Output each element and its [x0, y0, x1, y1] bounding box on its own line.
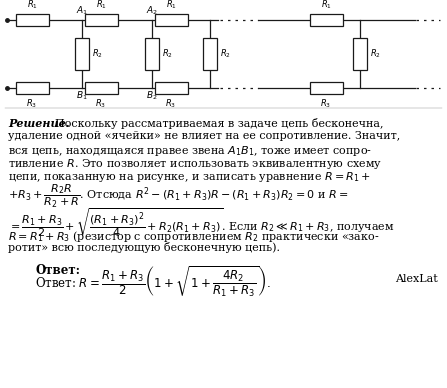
Text: $R_2$: $R_2$	[92, 48, 103, 60]
Text: ротит» всю последующую бесконечную цепь).: ротит» всю последующую бесконечную цепь)…	[8, 242, 280, 253]
Text: $R_2$: $R_2$	[162, 48, 173, 60]
Bar	[16, 82, 49, 94]
Text: $+ R_3 + \dfrac{R_2 R}{R_2 + R}$. Отсюда $R^2 - (R_1 + R_3)R - (R_1 + R_3)R_2 = : $+ R_3 + \dfrac{R_2 R}{R_2 + R}$. Отсюда…	[8, 183, 348, 210]
Text: $B_1$: $B_1$	[76, 90, 88, 102]
Text: $R_3$: $R_3$	[95, 97, 106, 109]
Text: $A_2$: $A_2$	[146, 5, 158, 17]
Bar	[310, 82, 343, 94]
Text: $R_1$: $R_1$	[96, 0, 106, 11]
Text: Поскольку рассматриваемая в задаче цепь бесконечна,: Поскольку рассматриваемая в задаче цепь …	[55, 118, 384, 129]
Text: Ответ:: Ответ:	[35, 264, 80, 277]
Text: $R_3$: $R_3$	[165, 97, 177, 109]
Bar	[75, 38, 89, 70]
Text: удаление одной «ячейки» не влияет на ее сопротивление. Значит,: удаление одной «ячейки» не влияет на ее …	[8, 131, 400, 141]
Text: цепи, показанную на рисунке, и записать уравнение $R = R_1+$: цепи, показанную на рисунке, и записать …	[8, 170, 371, 184]
Text: $R_3$: $R_3$	[26, 97, 38, 109]
Bar	[85, 82, 118, 94]
Text: AlexLat: AlexLat	[395, 274, 438, 284]
Text: $R_2$: $R_2$	[370, 48, 381, 60]
Bar	[155, 82, 188, 94]
Bar	[16, 14, 49, 26]
Text: $R_1$: $R_1$	[26, 0, 38, 11]
Text: тивление $R$. Это позволяет использовать эквивалентную схему: тивление $R$. Это позволяет использовать…	[8, 157, 382, 171]
Bar	[353, 38, 367, 70]
Text: $R = R_1 + R_3$ (резистор с сопротивлением $R_2$ практически «зако-: $R = R_1 + R_3$ (резистор с сопротивлени…	[8, 229, 380, 244]
Text: $R_2$: $R_2$	[220, 48, 231, 60]
Text: Решение.: Решение.	[8, 118, 70, 129]
Text: $B_2$: $B_2$	[146, 90, 158, 102]
Text: $R_1$: $R_1$	[320, 0, 332, 11]
Bar	[145, 38, 159, 70]
Bar	[155, 14, 188, 26]
Text: $= \dfrac{R_1 + R_3}{2} + \sqrt{\dfrac{(R_1+R_3)^2}{4} + R_2(R_1+R_3)}$. Если $R: $= \dfrac{R_1 + R_3}{2} + \sqrt{\dfrac{(…	[8, 207, 395, 240]
Text: Ответ: $R = \dfrac{R_1+R_3}{2}\left(1 + \sqrt{1 + \dfrac{4R_2}{R_1+R_3}}\right).: Ответ: $R = \dfrac{R_1+R_3}{2}\left(1 + …	[35, 264, 271, 298]
Bar	[85, 14, 118, 26]
Text: $A_1$: $A_1$	[76, 5, 88, 17]
Text: вся цепь, находящаяся правее звена $A_1B_1$, тоже имеет сопро-: вся цепь, находящаяся правее звена $A_1B…	[8, 144, 372, 158]
Text: $R_3$: $R_3$	[320, 97, 332, 109]
Text: $R_1$: $R_1$	[165, 0, 177, 11]
Bar	[203, 38, 217, 70]
Bar	[310, 14, 343, 26]
